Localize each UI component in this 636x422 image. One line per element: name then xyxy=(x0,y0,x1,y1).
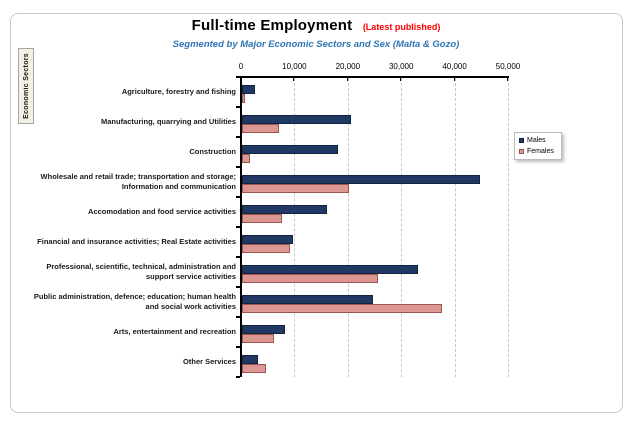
bar-females xyxy=(242,124,279,133)
gridline xyxy=(347,78,349,377)
category-label: Public administration, defence; educatio… xyxy=(33,292,236,311)
x-axis-tick-label: 10,000 xyxy=(282,62,307,71)
chart-title-annotation: (Latest published) xyxy=(362,22,441,32)
y-axis-tick-mark xyxy=(236,286,240,288)
category-label: Construction xyxy=(189,147,236,157)
x-axis-tick-label: 30,000 xyxy=(388,62,414,71)
bar-males xyxy=(242,85,255,94)
bar-males xyxy=(242,115,351,124)
bar-females xyxy=(242,364,266,373)
legend-item-females: Females xyxy=(519,148,554,155)
bar-females xyxy=(242,334,274,343)
bar-females xyxy=(242,154,250,163)
bar-males xyxy=(242,295,373,304)
bar-females xyxy=(242,304,442,313)
y-axis-line xyxy=(240,76,242,377)
bar-females xyxy=(242,244,290,253)
males-color-swatch-icon xyxy=(519,138,524,143)
bar-males xyxy=(242,205,327,214)
y-axis-tick-mark xyxy=(236,226,240,228)
bar-males xyxy=(242,175,480,184)
category-label: Manufacturing, quarrying and Utilities xyxy=(100,117,236,127)
legend-item-males: Males xyxy=(519,137,554,144)
legend-label-males: Males xyxy=(527,137,546,144)
x-axis-line xyxy=(240,76,509,78)
y-axis-title-box: Economic Sectors xyxy=(18,48,34,124)
x-axis-tick-mark xyxy=(240,78,242,81)
chart-title-main: Full-time Employment xyxy=(191,17,353,34)
gridline xyxy=(508,78,509,377)
bar-males xyxy=(242,265,418,274)
bar-males xyxy=(242,325,285,334)
y-axis-tick-mark xyxy=(236,76,240,78)
category-label: Financial and insurance activities; Real… xyxy=(37,237,236,247)
bar-females xyxy=(242,94,245,103)
y-axis-tick-mark xyxy=(236,106,240,108)
gridline xyxy=(294,78,296,377)
bar-females xyxy=(242,274,378,283)
legend-label-females: Females xyxy=(527,148,554,155)
y-axis-tick-mark xyxy=(236,316,240,318)
category-label: Wholesale and retail trade; transportati… xyxy=(40,172,236,191)
y-axis-tick-mark xyxy=(236,346,240,348)
legend: Males Females xyxy=(514,132,562,160)
bar-males xyxy=(242,235,293,244)
gridline xyxy=(454,78,456,377)
females-color-swatch-icon xyxy=(519,149,524,154)
bar-males xyxy=(242,355,258,364)
category-label: Accomodation and food service activities xyxy=(88,207,236,217)
gridline xyxy=(401,78,403,377)
bar-females xyxy=(242,214,282,223)
category-label: Professional, scientific, technical, adm… xyxy=(46,262,236,281)
chart-title: Full-time Employment (Latest published) xyxy=(10,17,622,35)
category-label: Agriculture, forestry and fishing xyxy=(121,87,236,97)
x-axis-tick-label: 50,000 xyxy=(495,62,521,71)
y-axis-tick-mark xyxy=(236,376,240,378)
y-axis-tick-mark xyxy=(236,136,240,138)
chart-subtitle: Segmented by Major Economic Sectors and … xyxy=(172,39,460,50)
category-label: Other Services xyxy=(183,357,236,367)
y-axis-tick-mark xyxy=(236,196,240,198)
y-axis-tick-mark xyxy=(236,256,240,258)
x-axis-tick-label: 20,000 xyxy=(335,62,361,71)
bar-males xyxy=(242,145,338,154)
y-axis-tick-mark xyxy=(236,166,240,168)
category-label: Arts, entertainment and recreation xyxy=(113,327,236,337)
bar-females xyxy=(242,184,349,193)
x-axis-tick-label: 0 xyxy=(238,62,244,71)
x-axis-tick-label: 40,000 xyxy=(442,62,467,71)
